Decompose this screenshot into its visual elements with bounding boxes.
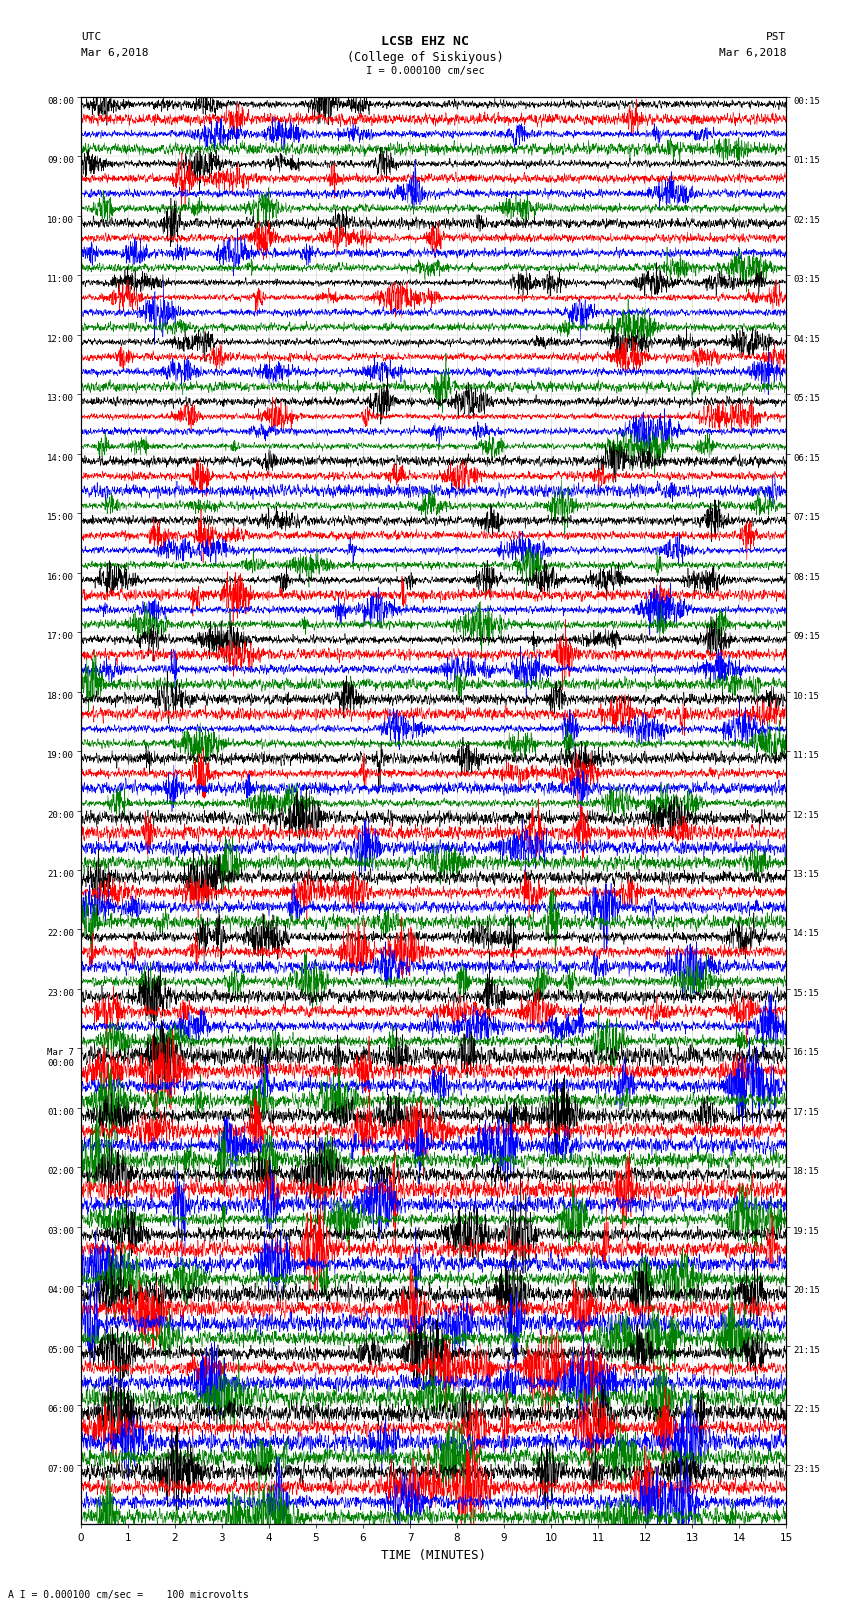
X-axis label: TIME (MINUTES): TIME (MINUTES): [381, 1548, 486, 1561]
Text: LCSB EHZ NC: LCSB EHZ NC: [381, 35, 469, 48]
Text: (College of Siskiyous): (College of Siskiyous): [347, 50, 503, 65]
Text: PST: PST: [766, 32, 786, 42]
Text: A I = 0.000100 cm/sec =    100 microvolts: A I = 0.000100 cm/sec = 100 microvolts: [8, 1590, 249, 1600]
Text: Mar 6,2018: Mar 6,2018: [719, 48, 786, 58]
Text: UTC: UTC: [81, 32, 101, 42]
Text: I = 0.000100 cm/sec: I = 0.000100 cm/sec: [366, 66, 484, 76]
Text: Mar 6,2018: Mar 6,2018: [81, 48, 148, 58]
